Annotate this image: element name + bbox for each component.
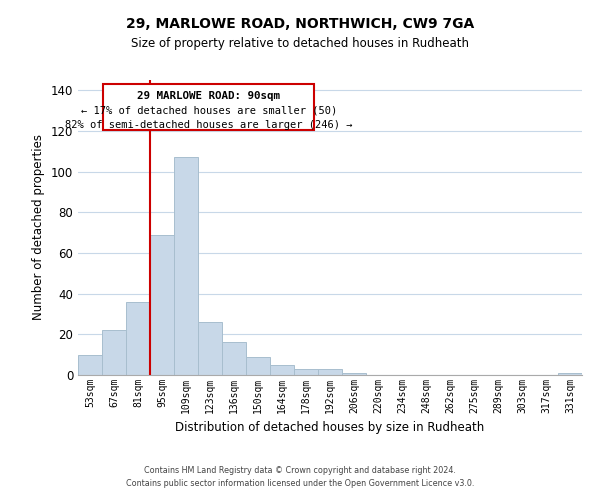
Bar xyxy=(270,365,294,375)
Bar xyxy=(222,342,246,375)
Text: 29, MARLOWE ROAD, NORTHWICH, CW9 7GA: 29, MARLOWE ROAD, NORTHWICH, CW9 7GA xyxy=(126,18,474,32)
Bar xyxy=(246,356,270,375)
Bar xyxy=(342,373,366,375)
Bar xyxy=(294,369,318,375)
Bar xyxy=(558,373,582,375)
Bar xyxy=(318,369,342,375)
Bar xyxy=(174,158,198,375)
Text: Size of property relative to detached houses in Rudheath: Size of property relative to detached ho… xyxy=(131,38,469,51)
FancyBboxPatch shape xyxy=(103,84,314,130)
Y-axis label: Number of detached properties: Number of detached properties xyxy=(32,134,45,320)
Bar xyxy=(198,322,222,375)
Bar xyxy=(78,354,102,375)
Bar xyxy=(126,302,150,375)
X-axis label: Distribution of detached houses by size in Rudheath: Distribution of detached houses by size … xyxy=(175,422,485,434)
Bar xyxy=(102,330,126,375)
Text: 82% of semi-detached houses are larger (246) →: 82% of semi-detached houses are larger (… xyxy=(65,120,353,130)
Text: Contains HM Land Registry data © Crown copyright and database right 2024.
Contai: Contains HM Land Registry data © Crown c… xyxy=(126,466,474,487)
Text: 29 MARLOWE ROAD: 90sqm: 29 MARLOWE ROAD: 90sqm xyxy=(137,91,280,101)
Bar xyxy=(150,234,174,375)
Text: ← 17% of detached houses are smaller (50): ← 17% of detached houses are smaller (50… xyxy=(80,106,337,116)
